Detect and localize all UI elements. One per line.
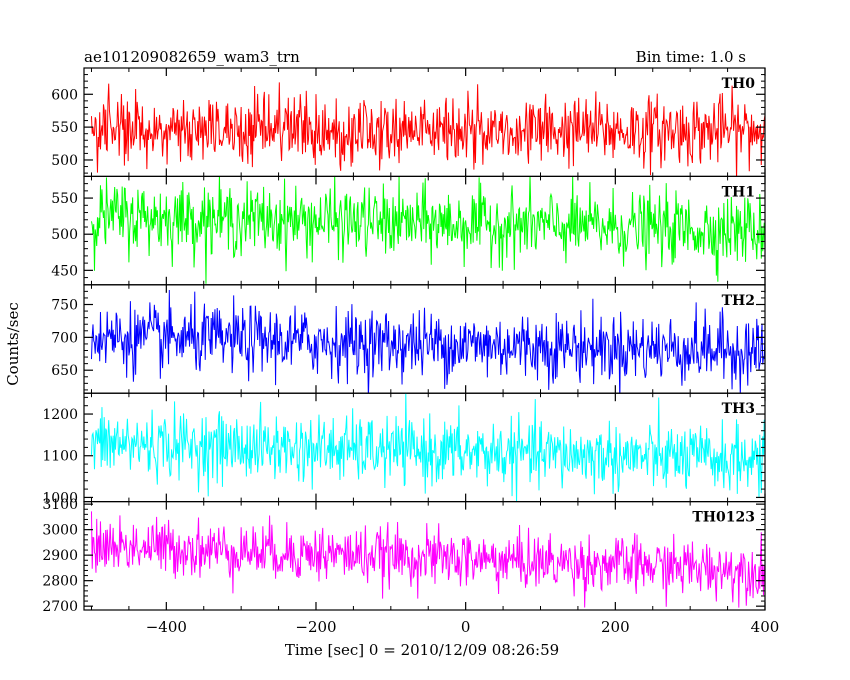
y-tick-label: 500	[51, 153, 78, 169]
panel-label-th0123: TH0123	[692, 510, 755, 526]
bin-time-label: Bin time: 1.0 s	[636, 48, 746, 66]
panel-frame-th0123	[83, 501, 766, 611]
y-tick-label: 3000	[42, 523, 78, 539]
y-tick-label: 550	[51, 191, 78, 207]
x-axis: −400 −200 0 200 400	[146, 618, 780, 636]
observation-title: ae101209082659_wam3_trn	[84, 48, 300, 66]
panel-label-th1: TH1	[722, 184, 755, 200]
panel-label-th3: TH3	[722, 401, 755, 417]
panels-group: 500 550 600 TH0 450 500 550 TH1 650 700 750 TH2 1000…	[42, 67, 766, 615]
series-th2-line	[90, 290, 765, 394]
y-tick-label: 500	[51, 227, 78, 243]
series-th0-line	[90, 82, 765, 177]
y-tick-label: 650	[51, 363, 78, 379]
y-tick-label: 450	[51, 263, 78, 279]
y-tick-label: 3100	[42, 497, 78, 513]
x-tick-label: −200	[295, 618, 336, 636]
series-th1-line	[90, 176, 765, 284]
x-tick-label: 0	[461, 618, 471, 636]
y-tick-label: 1200	[42, 407, 78, 423]
y-tick-label: 600	[51, 87, 78, 103]
panel-label-th0: TH0	[722, 76, 756, 92]
series-th0123-line	[90, 511, 765, 608]
y-tick-label: 1100	[42, 449, 78, 465]
x-tick-label: 200	[601, 618, 630, 636]
y-tick-label: 1000	[42, 490, 78, 506]
y-tick-label: 2700	[42, 599, 78, 615]
y-axis-label: Counts/sec	[4, 302, 22, 386]
y-tick-label: 2800	[42, 574, 78, 590]
series-th3-line	[90, 393, 765, 502]
y-tick-label: 700	[51, 330, 78, 346]
x-tick-label: −400	[146, 618, 187, 636]
y-tick-label: 2900	[42, 548, 78, 564]
panel-label-th2: TH2	[722, 293, 755, 309]
x-tick-label: 400	[751, 618, 780, 636]
y-tick-label: 550	[51, 120, 78, 136]
x-axis-label: Time [sec] 0 = 2010/12/09 08:26:59	[285, 641, 559, 659]
y-tick-label: 750	[51, 298, 78, 314]
